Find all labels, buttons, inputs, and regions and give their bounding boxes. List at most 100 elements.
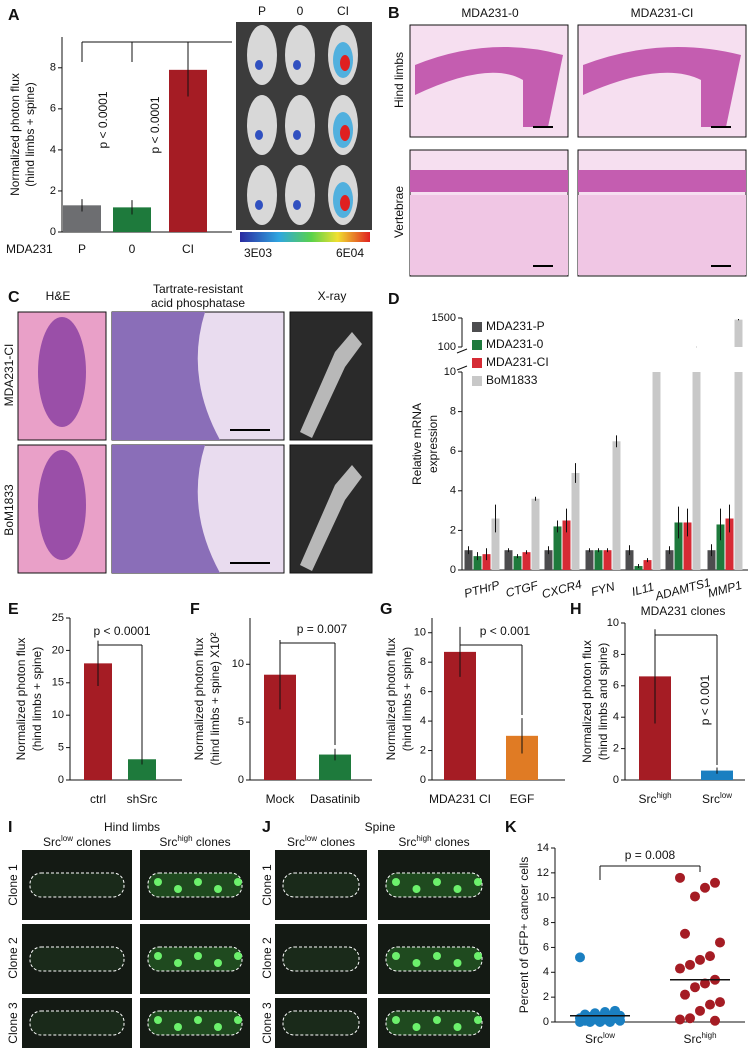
x-tick-label: CTGF: [504, 578, 540, 600]
x-tick-label: MDA231 CI: [429, 792, 491, 806]
y-tick-label: 100: [438, 341, 456, 353]
signal: [340, 125, 350, 141]
bar: [553, 526, 562, 570]
legend-swatch: [472, 358, 482, 368]
bar: [513, 556, 522, 570]
dot: [680, 989, 690, 1000]
y-tick-label: 10: [444, 366, 456, 378]
column-label: X-ray: [318, 289, 347, 303]
y-tick-label: 8: [450, 406, 456, 418]
bar: [473, 556, 482, 570]
panel-letter: C: [8, 289, 20, 306]
row-label: Clone 3: [260, 1002, 274, 1044]
y-tick-label: 5: [58, 742, 64, 754]
x-tick-label: Srclow: [702, 791, 732, 807]
tumor: [433, 952, 441, 960]
bar: [665, 550, 674, 570]
p-value: p = 0.008: [625, 848, 676, 862]
y-tick-label: 0: [58, 774, 64, 786]
tumor: [392, 952, 400, 960]
tumor: [474, 878, 482, 886]
bar: [701, 770, 733, 780]
y-axis-label: (hind limbs + spine): [23, 82, 37, 186]
outline: [385, 1010, 483, 1036]
xray: [289, 444, 373, 574]
x-tick-label: Srchigh: [638, 791, 671, 807]
dot: [675, 1014, 685, 1025]
tumor: [234, 878, 242, 886]
dot: [675, 872, 685, 883]
y-tick-label: 0: [420, 774, 426, 786]
column-label: Srchigh clones: [398, 834, 469, 850]
column-label: Srclow clones: [43, 834, 111, 850]
x-tick-label-sup: low: [720, 791, 732, 800]
tumor: [392, 1016, 400, 1024]
y-tick-label: 2: [543, 991, 549, 1003]
x-tick-label: 0: [129, 242, 136, 256]
dot: [705, 999, 715, 1010]
bar: [482, 554, 491, 570]
y-tick-label: 6: [543, 941, 549, 953]
tumor: [234, 1016, 242, 1024]
dot: [685, 1013, 695, 1024]
dot: [705, 951, 715, 962]
tumor: [433, 878, 441, 886]
y-tick-label: 0: [238, 774, 244, 786]
column-label: MDA231-0: [461, 6, 519, 20]
tissue: [112, 445, 220, 573]
vertebra: [578, 195, 746, 275]
dot: [595, 1017, 605, 1027]
panel-letter: A: [8, 7, 20, 24]
p-value: p < 0.001: [480, 624, 531, 638]
y-tick-label: 10: [537, 892, 549, 904]
y-tick-label: 4: [543, 966, 549, 978]
y-tick-label: 6: [420, 686, 426, 698]
bar: [571, 472, 580, 570]
bone: [583, 47, 741, 127]
x-tick-label-base: Src: [638, 792, 656, 806]
y-tick-label: 4: [420, 715, 426, 727]
dot: [575, 1017, 585, 1027]
bar: [128, 759, 156, 780]
dot: [605, 1017, 615, 1027]
y-tick-label: 5: [238, 716, 244, 728]
y-tick-label: 8: [543, 916, 549, 928]
y-tick-label: 10: [52, 709, 64, 721]
column-label-sup: low: [305, 834, 317, 843]
y-tick-label: 8: [50, 62, 56, 74]
bar: [725, 518, 734, 570]
bar: [504, 550, 513, 570]
row-label: Vertebrae: [392, 186, 406, 238]
bar: [652, 372, 661, 570]
tumor: [194, 878, 202, 886]
y-axis-label: Percent of GFP+ cancer cells: [517, 857, 531, 1013]
dot: [690, 982, 700, 993]
dot: [615, 1015, 625, 1026]
bar: [544, 550, 553, 570]
dot: [700, 882, 710, 893]
mouse: [285, 165, 315, 225]
tumor: [154, 1016, 162, 1024]
dot: [695, 954, 705, 965]
x-tick-label: CXCR4: [540, 577, 583, 601]
panel-title: Hind limbs: [104, 820, 160, 834]
dot: [710, 877, 720, 888]
row-label: Clone 2: [260, 937, 274, 979]
y-tick-label: 0: [50, 226, 56, 238]
outline: [282, 1010, 360, 1036]
p-value: p < 0.0001: [93, 624, 150, 638]
y-tick-label: 8: [420, 656, 426, 668]
row-label: MDA231-CI: [2, 344, 16, 407]
y-tick-label: 4: [50, 144, 56, 156]
panel-letter: K: [505, 819, 517, 836]
bar: [603, 550, 612, 570]
panel-letter: H: [570, 601, 582, 618]
y-tick-label: 6: [50, 103, 56, 115]
row-label: Clone 3: [6, 1002, 20, 1044]
column-label-rest: clones: [317, 835, 355, 849]
column-label-rest: clones: [193, 835, 231, 849]
signal: [293, 130, 301, 140]
dot: [585, 1017, 595, 1027]
x-tick-label: Srchigh: [683, 1031, 716, 1047]
panel-letter: G: [380, 601, 392, 618]
